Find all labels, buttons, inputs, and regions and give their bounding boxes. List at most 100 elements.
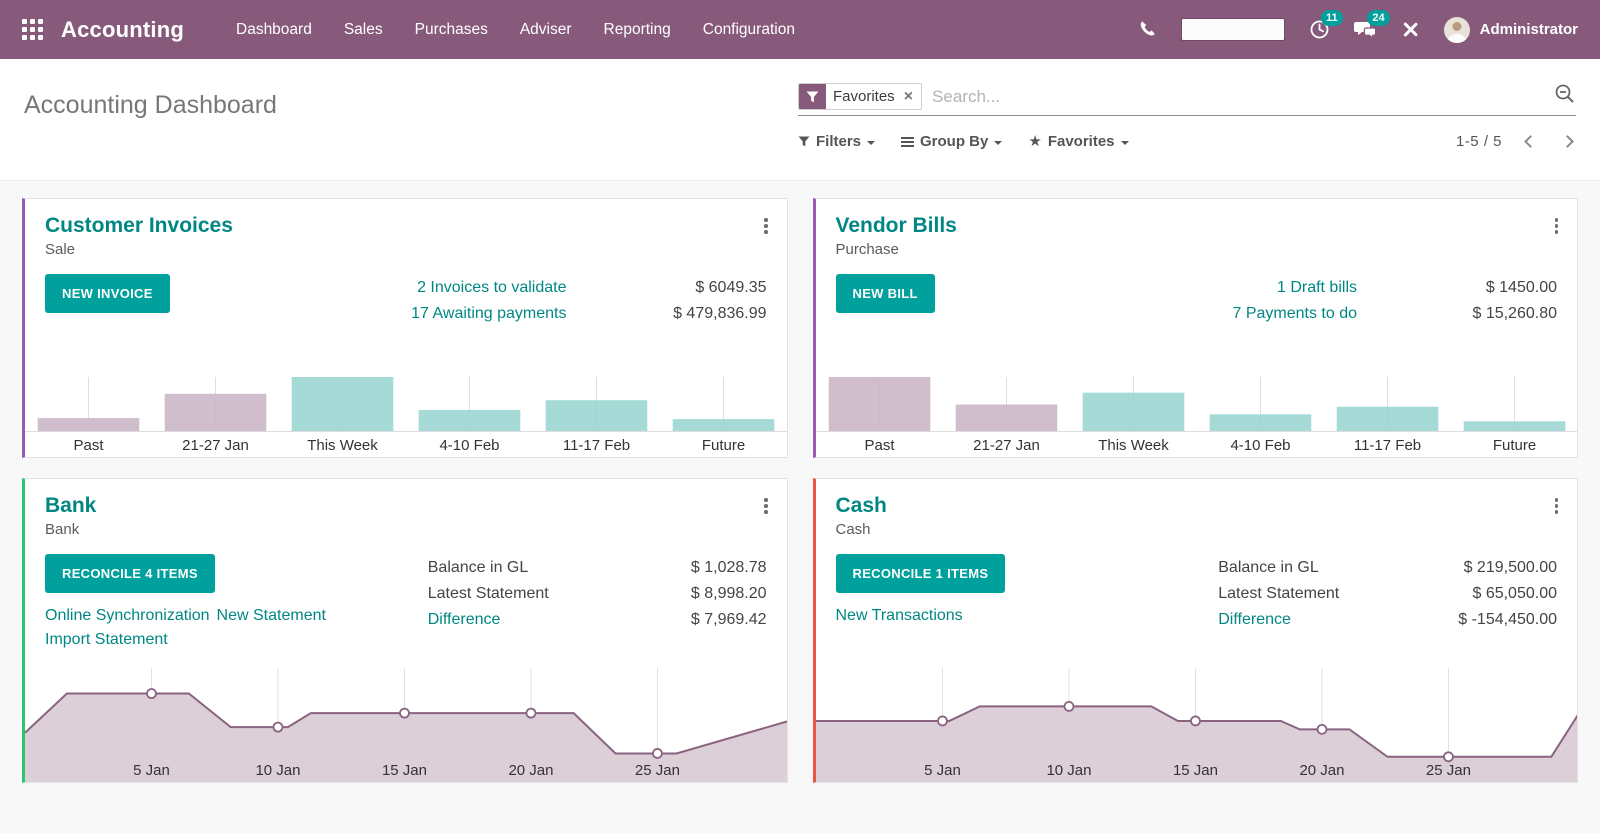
awaiting-payments-link[interactable]: 17 Awaiting payments [411, 305, 567, 322]
svg-text:5 Jan: 5 Jan [133, 762, 170, 779]
payments-to-do-amount: $ 15,260.80 [1472, 305, 1557, 322]
card-title[interactable]: Bank [45, 494, 97, 517]
pager-previous-button[interactable] [1522, 133, 1539, 150]
card-options-kebab-icon[interactable] [1552, 495, 1562, 517]
new-bill-button[interactable]: NEW BILL [835, 274, 935, 313]
chevron-down-icon [1120, 140, 1129, 145]
card-options-kebab-icon[interactable] [761, 215, 771, 237]
search-input[interactable] [922, 86, 1554, 107]
latest-statement-label: Latest Statement [427, 585, 549, 602]
svg-text:25 Jan: 25 Jan [635, 762, 680, 779]
card-options-kebab-icon[interactable] [1552, 215, 1562, 237]
menu-item-configuration[interactable]: Configuration [702, 20, 795, 38]
balance-in-gl-value: $ 219,500.00 [1463, 559, 1557, 576]
card-customer-invoices: Customer Invoices Sale NEW INVOICE 2 Inv… [22, 198, 788, 458]
page-title: Accounting Dashboard [24, 91, 277, 119]
timesheet-timer-widget [1180, 18, 1285, 41]
svg-text:This Week: This Week [1098, 437, 1169, 454]
menu-item-purchases[interactable]: Purchases [414, 20, 488, 38]
svg-text:11-17 Feb: 11-17 Feb [563, 437, 630, 454]
favorites-button[interactable]: ★ Favorites [1028, 133, 1129, 150]
bank-balance-area-chart: 5 Jan 10 Jan 15 Jan 20 Jan 25 Jan [25, 664, 787, 782]
dashboard-kanban: Customer Invoices Sale NEW INVOICE 2 Inv… [0, 181, 1600, 783]
svg-text:10 Jan: 10 Jan [1046, 762, 1091, 779]
reconcile-items-button[interactable]: RECONCILE 4 ITEMS [45, 554, 215, 593]
messages-icon[interactable]: 24 [1353, 10, 1390, 40]
tools-icon[interactable] [1401, 20, 1420, 39]
card-title[interactable]: Vendor Bills [835, 214, 957, 237]
apps-menu-icon[interactable] [22, 19, 43, 40]
facet-filter-icon [799, 84, 826, 109]
control-panel: Accounting Dashboard Favorites × Filters [0, 59, 1600, 181]
group-by-button[interactable]: Group By [901, 133, 1003, 150]
svg-text:Future: Future [702, 437, 745, 454]
svg-text:21-27 Jan: 21-27 Jan [973, 437, 1040, 454]
activities-icon[interactable]: 11 [1309, 10, 1343, 40]
search-magnifier-icon[interactable] [1554, 83, 1576, 110]
reconcile-items-button[interactable]: RECONCILE 1 ITEMS [835, 554, 1006, 593]
timer-input[interactable] [1181, 22, 1284, 37]
svg-text:11-17 Feb: 11-17 Feb [1353, 437, 1420, 454]
phone-icon[interactable] [1138, 20, 1157, 39]
draft-bills-amount: $ 1450.00 [1485, 279, 1557, 296]
svg-text:4-10 Feb: 4-10 Feb [439, 437, 499, 454]
card-subtitle: Purchase [835, 241, 899, 258]
latest-statement-value: $ 8,998.20 [690, 585, 767, 602]
svg-text:15 Jan: 15 Jan [382, 762, 427, 779]
payments-to-do-link[interactable]: 7 Payments to do [1232, 305, 1357, 322]
facet-remove-icon[interactable]: × [903, 87, 914, 105]
balance-in-gl-label: Balance in GL [427, 559, 529, 576]
search-options: Filters Group By ★ Favorites [798, 133, 1129, 150]
svg-text:4-10 Feb: 4-10 Feb [1230, 437, 1290, 454]
new-statement-link[interactable]: New Statement [216, 607, 326, 624]
awaiting-payments-amount: $ 479,836.99 [673, 305, 767, 322]
customer-invoices-bar-chart: Past 21-27 Jan This Week 4-10 Feb 11-17 Feb F… [25, 371, 787, 457]
pager-next-button[interactable] [1559, 133, 1576, 150]
pager-range: 1-5 / 5 [1455, 133, 1502, 150]
top-navbar: Accounting Dashboard Sales Purchases Adv… [0, 0, 1600, 59]
chevron-down-icon [994, 140, 1003, 145]
card-options-kebab-icon[interactable] [761, 495, 771, 517]
svg-text:10 Jan: 10 Jan [255, 762, 300, 779]
menu-item-sales[interactable]: Sales [343, 20, 383, 38]
menu-item-dashboard[interactable]: Dashboard [236, 20, 312, 38]
filter-funnel-icon [798, 136, 810, 147]
user-avatar[interactable] [1443, 16, 1470, 43]
online-synchronization-link[interactable]: Online Synchronization [45, 607, 210, 624]
import-statement-link[interactable]: Import Statement [45, 631, 168, 648]
topbar-right: 11 24 Administrator [1138, 10, 1578, 43]
filters-button[interactable]: Filters [798, 133, 876, 150]
difference-link[interactable]: Difference [1218, 611, 1291, 628]
card-cash: Cash Cash RECONCILE 1 ITEMS New Transact… [812, 478, 1578, 783]
invoices-to-validate-link[interactable]: 2 Invoices to validate [417, 279, 567, 296]
app-name[interactable]: Accounting [61, 16, 184, 42]
difference-link[interactable]: Difference [427, 611, 501, 628]
menu-item-adviser[interactable]: Adviser [519, 20, 572, 38]
draft-bills-link[interactable]: 1 Draft bills [1276, 279, 1357, 296]
new-transactions-link[interactable]: New Transactions [835, 607, 963, 624]
balance-in-gl-label: Balance in GL [1218, 559, 1319, 576]
card-title[interactable]: Customer Invoices [45, 214, 233, 237]
svg-text:5 Jan: 5 Jan [924, 762, 961, 779]
difference-value: $ -154,450.00 [1458, 611, 1557, 628]
new-invoice-button[interactable]: NEW INVOICE [45, 274, 170, 313]
main-menu: Dashboard Sales Purchases Adviser Report… [236, 21, 795, 39]
vendor-bills-bar-chart: Past 21-27 Jan This Week 4-10 Feb 11-17 Feb F… [815, 371, 1578, 457]
card-subtitle: Bank [45, 521, 80, 538]
svg-text:21-27 Jan: 21-27 Jan [182, 437, 249, 454]
user-name[interactable]: Administrator [1479, 21, 1578, 38]
card-title[interactable]: Cash [835, 494, 887, 517]
difference-value: $ 7,969.42 [690, 611, 767, 628]
invoices-to-validate-amount: $ 6049.35 [695, 279, 767, 296]
messages-badge: 24 [1367, 10, 1390, 27]
cash-balance-area-chart: 5 Jan 10 Jan 15 Jan 20 Jan 25 Jan [815, 664, 1578, 782]
svg-text:Past: Past [73, 437, 104, 454]
card-bank: Bank Bank RECONCILE 4 ITEMS Online Synch… [22, 478, 788, 783]
menu-item-reporting[interactable]: Reporting [603, 20, 671, 38]
search-facet-favorites[interactable]: Favorites × [798, 83, 923, 110]
latest-statement-value: $ 65,050.00 [1472, 585, 1557, 602]
svg-text:20 Jan: 20 Jan [1299, 762, 1344, 779]
activities-badge: 11 [1321, 10, 1343, 27]
card-vendor-bills: Vendor Bills Purchase NEW BILL 1 Draft b… [812, 198, 1578, 458]
svg-text:Future: Future [1492, 437, 1535, 454]
